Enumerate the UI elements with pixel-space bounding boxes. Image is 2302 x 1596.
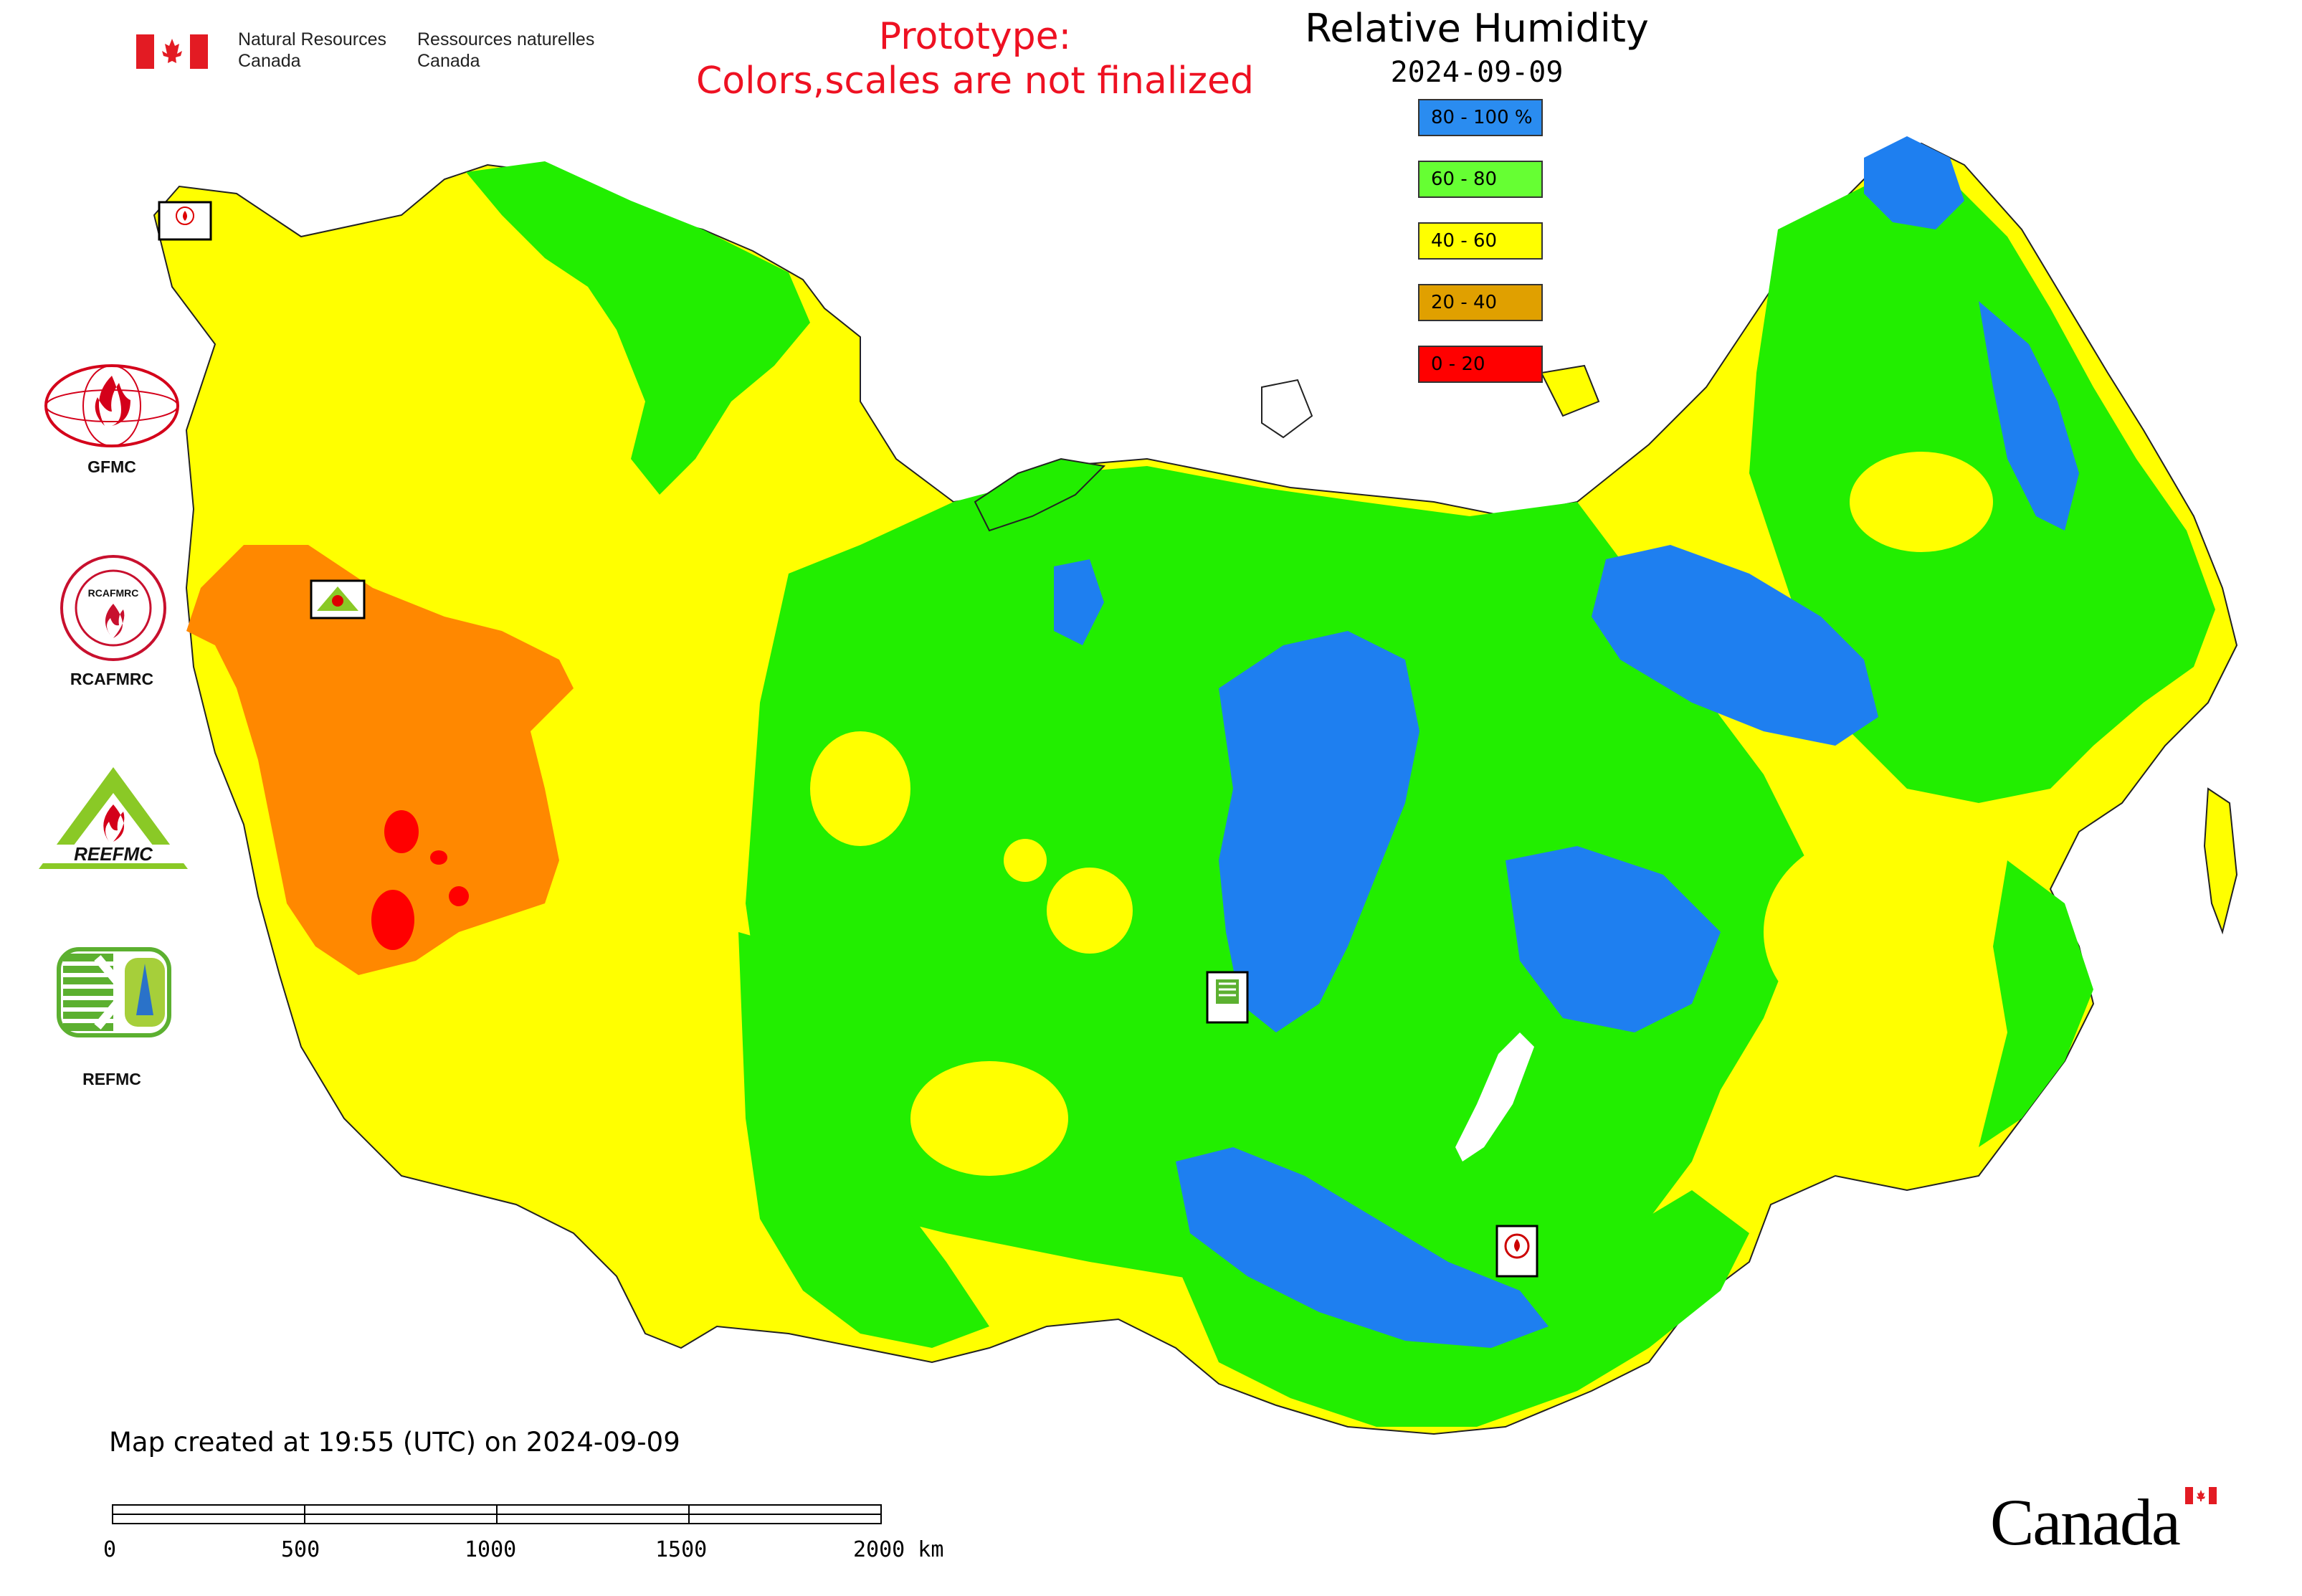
very-dry-spot-2 (384, 810, 419, 853)
scale-label-0: 0 (103, 1537, 117, 1562)
legend-label: 0 - 20 (1431, 353, 1485, 375)
centre-marker-gfmc (158, 201, 212, 241)
prototype-notice-line1: Prototype: (878, 15, 1072, 58)
severnaya-zemlya-island (1261, 379, 1313, 439)
centre-marker-reefmc (310, 579, 366, 619)
gfmc-label: GFMC (87, 457, 136, 476)
humid-zone-far-east (1979, 860, 2093, 1147)
dry-zone-west (186, 545, 574, 975)
moderate-patch-1 (1047, 868, 1133, 954)
canada-wordmark-text: Canada (1990, 1486, 2181, 1559)
novaya-zemlya-island (974, 457, 1106, 532)
rcafmrc-logo-icon: RCAFMRC (57, 552, 169, 664)
refmc-logo-icon (56, 946, 172, 1038)
very-humid-zone-northeast (1864, 136, 1964, 229)
legend-item-40-60: 40 - 60 (1418, 222, 1543, 260)
legend-label: 40 - 60 (1431, 230, 1498, 252)
very-humid-zone-kamchatka (1979, 301, 2079, 531)
scale-label-1500: 1500 (655, 1537, 708, 1562)
humid-zone-southwest (738, 932, 989, 1348)
refmc-label: REFMC (82, 1070, 141, 1088)
legend-label: 20 - 40 (1431, 292, 1498, 313)
moderate-patch-4 (910, 1061, 1068, 1176)
very-dry-spot-4 (430, 850, 447, 865)
centre-marker-rcafmrc (1495, 1225, 1538, 1278)
canada-wordmark: Canada (1990, 1484, 2234, 1563)
reefmc-logo-icon: REEFMC (36, 764, 191, 872)
new-siberian-island (1540, 364, 1600, 417)
agency-name-fr-line2: Canada (417, 51, 480, 71)
svg-text:RCAFMRC: RCAFMRC (88, 587, 139, 599)
agency-name-fr-line1: Ressources naturelles (417, 29, 595, 49)
legend-label: 80 - 100 % (1431, 107, 1533, 128)
scale-label-500: 500 (281, 1537, 320, 1562)
centre-marker-refmc (1206, 971, 1249, 1024)
canada-wordmark-flag-icon (2185, 1487, 2217, 1504)
svg-text:REEFMC: REEFMC (74, 843, 153, 865)
legend-item-60-80: 60 - 80 (1418, 161, 1543, 198)
map-date: 2024-09-09 (1390, 56, 1564, 89)
map-title: Relative Humidity (1305, 6, 1649, 51)
moderate-patch-5 (1850, 452, 1993, 552)
map-created-note: Map created at 19:55 (UTC) on 2024-09-09 (109, 1427, 680, 1458)
very-humid-zone-central (1219, 631, 1419, 1032)
rcafmrc-label: RCAFMRC (70, 670, 154, 688)
gfmc-logo-icon (40, 361, 184, 455)
moderate-patch-3 (810, 731, 910, 846)
moderate-patch-6 (1764, 832, 1993, 1032)
scale-label-1000: 1000 (465, 1537, 517, 1562)
canada-flag-icon (136, 34, 208, 69)
agency-name-fr: Ressources naturelles Canada (417, 29, 594, 72)
very-humid-zone-southeast (1506, 846, 1721, 1032)
prototype-notice: Prototype: Colors,scales are not finaliz… (674, 14, 1276, 103)
very-dry-spot-3 (449, 886, 469, 906)
scale-label-2000: 2000 km (853, 1537, 944, 1562)
agency-name-en-line1: Natural Resources (238, 29, 387, 49)
legend-item-20-40: 20 - 40 (1418, 284, 1543, 321)
moderate-patch-2 (1004, 839, 1047, 882)
very-humid-zone-peninsula (1054, 559, 1104, 645)
sakhalin-island (2203, 787, 2238, 935)
agency-name-en: Natural Resources Canada (238, 29, 386, 72)
scale-bar (112, 1504, 883, 1526)
humid-zone-northwest (466, 161, 810, 495)
agency-name-en-line2: Canada (238, 51, 301, 71)
very-humid-zone-east (1592, 545, 1878, 746)
very-humid-zone-south (1176, 1147, 1549, 1348)
legend-label: 60 - 80 (1431, 168, 1498, 190)
legend-item-0-20: 0 - 20 (1418, 346, 1543, 383)
legend-item-80-100: 80 - 100 % (1418, 99, 1543, 136)
lake-baikal (1455, 1032, 1534, 1162)
very-dry-spot-1 (371, 890, 414, 950)
prototype-notice-line2: Colors,scales are not finalized (695, 60, 1255, 103)
